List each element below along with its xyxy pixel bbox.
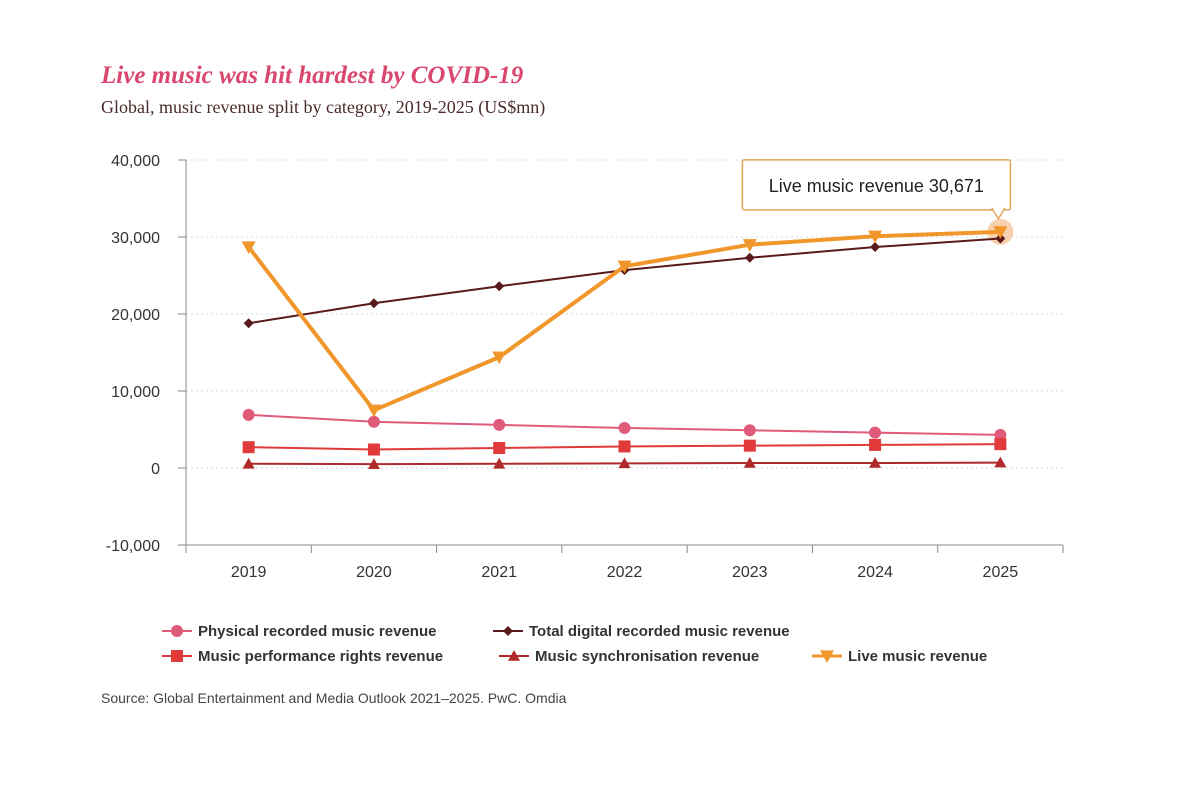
data-point <box>242 457 255 469</box>
data-point <box>367 415 380 428</box>
tooltip-box <box>741 159 1012 211</box>
series-line <box>248 237 1001 325</box>
data-point <box>241 241 256 255</box>
legend-swatch-marker <box>820 650 834 663</box>
x-tick-label: 2022 <box>607 564 643 581</box>
x-tick-label: 2020 <box>356 564 392 581</box>
data-point <box>870 242 881 253</box>
data-point <box>743 439 756 452</box>
data-point <box>994 438 1007 451</box>
legend-item-label: Music performance rights revenue <box>198 648 443 665</box>
data-point <box>743 424 756 437</box>
data-point <box>744 252 755 263</box>
data-point <box>242 441 255 454</box>
data-point <box>243 318 254 329</box>
y-tick-label: -10,000 <box>106 538 160 555</box>
legend-swatch-marker <box>171 625 183 637</box>
x-tick-label: 2025 <box>983 564 1019 581</box>
line-chart: 40,000 30,000 20,000 10,000 0 -10,000 2019 2020… <box>106 153 1064 665</box>
legend-swatch-marker <box>508 650 520 661</box>
y-tick-label: 20,000 <box>111 307 160 324</box>
y-tick-label: 10,000 <box>111 384 160 401</box>
data-point <box>493 441 506 454</box>
data-point <box>994 428 1007 441</box>
x-tick-label: 2023 <box>732 564 768 581</box>
data-point <box>618 457 631 469</box>
data-point <box>869 426 882 439</box>
legend-swatch-marker <box>503 626 513 636</box>
data-point <box>994 456 1007 468</box>
data-point <box>367 458 380 469</box>
chart-title: Live music was hit hardest by COVID-19 <box>101 62 524 89</box>
legend-item-label: Physical recorded music revenue <box>198 623 436 640</box>
data-point <box>493 418 506 431</box>
data-point <box>743 456 756 468</box>
data-point <box>617 260 632 274</box>
data-point <box>367 443 380 456</box>
legend-item-label: Live music revenue <box>848 648 987 665</box>
data-point <box>618 440 631 453</box>
data-point <box>618 421 631 434</box>
x-tick-label: 2019 <box>231 564 267 581</box>
data-point <box>368 298 379 309</box>
tooltip-pointer <box>991 208 1006 221</box>
legend-swatch-marker <box>171 650 183 662</box>
data-point <box>492 351 507 365</box>
data-point <box>366 404 381 418</box>
data-point <box>493 457 506 469</box>
chart-subtitle: Global, music revenue split by category,… <box>101 97 546 117</box>
y-tick-label: 30,000 <box>111 230 160 247</box>
y-tick-label: 40,000 <box>111 153 160 170</box>
data-point <box>742 239 757 252</box>
legend-item-label: Total digital recorded music revenue <box>529 623 790 640</box>
x-tick-label: 2021 <box>481 564 517 581</box>
x-tick-label: 2024 <box>857 564 893 581</box>
y-tick-label: 0 <box>151 461 160 478</box>
legend-item-label: Music synchronisation revenue <box>535 648 759 665</box>
data-point <box>869 456 882 468</box>
series-line <box>247 229 1001 413</box>
data-point <box>494 281 505 292</box>
data-point <box>993 226 1008 239</box>
source-note: Source: Global Entertainment and Media O… <box>101 690 567 706</box>
data-point <box>868 230 883 244</box>
data-point <box>242 408 255 421</box>
tooltip-label: Live music revenue 30,671 <box>769 176 984 196</box>
data-point <box>869 438 882 451</box>
